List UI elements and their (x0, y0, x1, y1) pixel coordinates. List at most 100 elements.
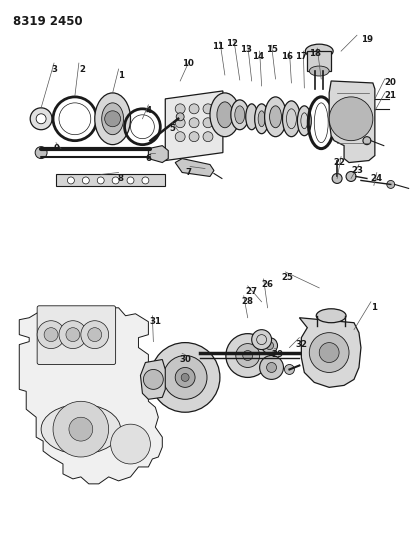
Text: 32: 32 (295, 340, 307, 349)
Circle shape (267, 362, 276, 373)
Circle shape (387, 181, 395, 188)
Text: 2: 2 (80, 64, 86, 74)
Text: 30: 30 (179, 355, 191, 364)
Text: 24: 24 (371, 174, 383, 183)
Circle shape (226, 334, 269, 377)
Circle shape (105, 111, 121, 127)
Text: 11: 11 (212, 42, 224, 51)
Text: 1: 1 (371, 303, 377, 312)
Text: 8319 2450: 8319 2450 (13, 15, 83, 28)
Text: 19: 19 (361, 35, 373, 44)
Circle shape (319, 343, 339, 362)
Ellipse shape (258, 111, 265, 127)
Ellipse shape (102, 103, 124, 135)
Text: 5: 5 (169, 124, 175, 133)
Text: 28: 28 (242, 297, 254, 306)
Circle shape (69, 417, 93, 441)
Circle shape (88, 328, 102, 342)
Circle shape (81, 321, 109, 349)
Circle shape (82, 177, 89, 184)
Circle shape (203, 104, 213, 114)
Circle shape (189, 132, 199, 142)
Circle shape (189, 118, 199, 128)
Ellipse shape (269, 106, 281, 128)
Circle shape (163, 356, 207, 399)
Text: 20: 20 (385, 78, 397, 87)
Circle shape (329, 97, 373, 141)
Circle shape (68, 177, 75, 184)
Polygon shape (165, 91, 223, 160)
Polygon shape (329, 81, 375, 163)
Bar (307, 51, 331, 71)
Text: 25: 25 (281, 273, 293, 282)
Circle shape (36, 114, 46, 124)
Ellipse shape (297, 106, 311, 136)
Circle shape (44, 328, 58, 342)
Circle shape (30, 108, 52, 130)
Circle shape (112, 177, 119, 184)
Text: 31: 31 (149, 317, 162, 326)
Circle shape (252, 330, 272, 350)
Text: 26: 26 (262, 280, 274, 289)
Circle shape (111, 424, 150, 464)
Ellipse shape (210, 93, 240, 136)
Ellipse shape (305, 44, 333, 58)
Circle shape (181, 374, 189, 382)
Circle shape (203, 132, 213, 142)
Ellipse shape (255, 104, 269, 134)
Circle shape (35, 147, 47, 158)
Ellipse shape (235, 106, 245, 124)
Text: 17: 17 (295, 52, 307, 61)
Text: 22: 22 (333, 158, 345, 167)
Circle shape (66, 328, 80, 342)
Circle shape (142, 177, 149, 184)
Circle shape (175, 132, 185, 142)
Circle shape (59, 321, 87, 349)
Text: 4: 4 (145, 106, 152, 115)
Circle shape (175, 118, 185, 128)
Ellipse shape (346, 172, 356, 181)
FancyBboxPatch shape (37, 306, 116, 365)
Text: 12: 12 (226, 39, 238, 47)
Circle shape (309, 333, 349, 373)
Circle shape (175, 367, 195, 387)
Circle shape (236, 344, 260, 367)
Bar (56, 174, 165, 187)
Text: 7: 7 (185, 168, 191, 177)
Text: 27: 27 (246, 287, 258, 296)
Polygon shape (175, 158, 214, 176)
Circle shape (176, 113, 184, 121)
Text: 13: 13 (240, 45, 252, 54)
Text: 15: 15 (266, 45, 278, 54)
Circle shape (262, 337, 278, 353)
Polygon shape (148, 146, 168, 163)
Polygon shape (140, 360, 165, 399)
Ellipse shape (265, 97, 286, 136)
Circle shape (284, 365, 295, 375)
Ellipse shape (246, 104, 258, 130)
Circle shape (203, 118, 213, 128)
Circle shape (189, 104, 199, 114)
Circle shape (127, 177, 134, 184)
Text: 14: 14 (252, 52, 264, 61)
Text: 23: 23 (351, 166, 363, 175)
Ellipse shape (283, 101, 300, 136)
Text: 8: 8 (117, 174, 124, 183)
Ellipse shape (316, 309, 346, 322)
Circle shape (332, 173, 342, 183)
Polygon shape (19, 308, 162, 484)
Circle shape (37, 321, 65, 349)
Circle shape (97, 177, 104, 184)
Circle shape (150, 343, 220, 412)
Text: 3: 3 (51, 64, 57, 74)
Text: 6: 6 (145, 154, 151, 163)
Text: 18: 18 (309, 49, 321, 58)
Text: 9: 9 (53, 144, 59, 153)
Circle shape (143, 369, 163, 389)
Circle shape (260, 356, 283, 379)
Ellipse shape (309, 66, 329, 76)
Text: 1: 1 (117, 71, 124, 80)
Ellipse shape (217, 102, 233, 128)
Ellipse shape (363, 136, 371, 144)
Text: 10: 10 (182, 59, 194, 68)
